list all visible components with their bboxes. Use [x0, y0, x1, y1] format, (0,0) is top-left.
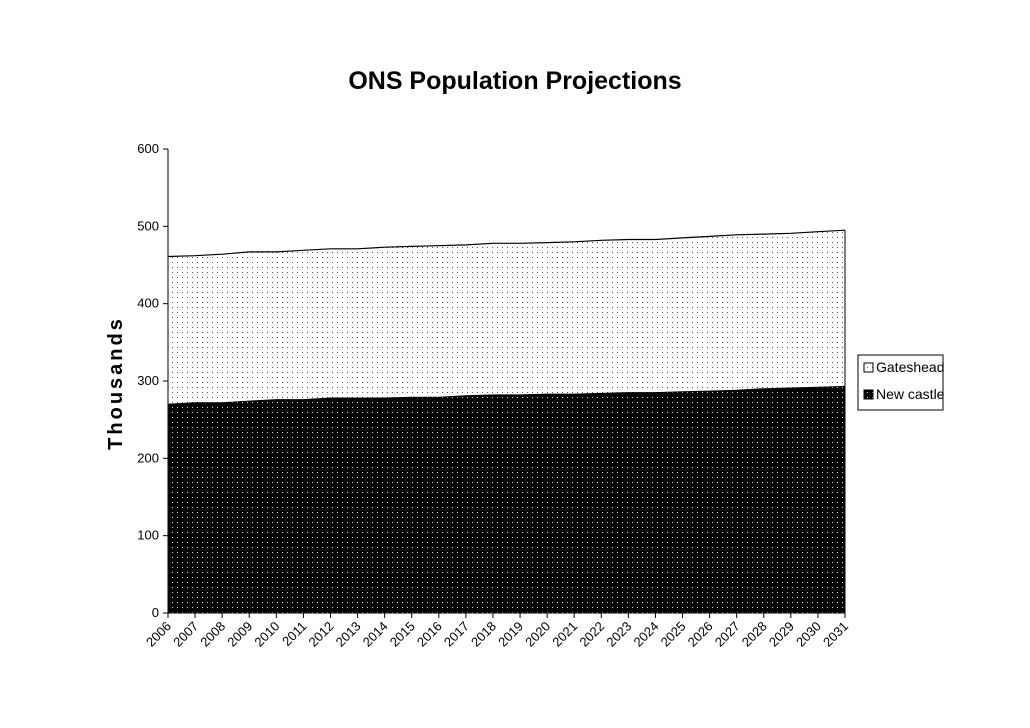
x-tick-label: 2012 — [306, 619, 337, 650]
y-tick-label: 300 — [137, 373, 159, 388]
legend-label-newcastle: New castle — [876, 386, 945, 402]
x-tick-label: 2031 — [820, 619, 851, 650]
x-tick-label: 2030 — [793, 619, 824, 650]
legend: Gateshead New castle — [857, 354, 945, 411]
x-tick-label: 2026 — [685, 619, 716, 650]
x-tick-label: 2024 — [631, 619, 662, 650]
area-newcastle — [168, 386, 845, 613]
legend-swatch-newcastle — [863, 389, 874, 400]
x-tick-label: 2025 — [658, 619, 689, 650]
x-tick-label: 2028 — [739, 619, 770, 650]
x-tick-label: 2029 — [766, 619, 797, 650]
area-gateshead — [168, 230, 845, 405]
x-tick-label: 2015 — [387, 619, 418, 650]
x-tick-label: 2017 — [441, 619, 472, 650]
y-axis-label: Thousands — [105, 316, 127, 450]
x-tick-label: 2020 — [522, 619, 553, 650]
y-tick-label: 500 — [137, 218, 159, 233]
legend-label-gateshead: Gateshead — [876, 359, 945, 375]
x-tick-label: 2018 — [468, 619, 499, 650]
x-tick-label: 2016 — [414, 619, 445, 650]
x-tick-label: 2008 — [197, 619, 228, 650]
x-tick-label: 2023 — [603, 619, 634, 650]
x-tick-label: 2010 — [251, 619, 282, 650]
x-tick-label: 2007 — [170, 619, 201, 650]
line-gateshead-top — [167, 229, 846, 258]
line-newcastle-top — [167, 385, 846, 405]
y-tick-label: 100 — [137, 528, 159, 543]
x-tick-label: 2022 — [576, 619, 607, 650]
x-tick-label: 2011 — [279, 619, 309, 649]
x-tick-label: 2021 — [549, 619, 580, 650]
area-series — [167, 229, 846, 613]
legend-swatch-gateshead — [863, 362, 874, 373]
y-tick-label: 600 — [137, 141, 159, 156]
x-tick-label: 2019 — [495, 619, 526, 650]
y-tick-label: 0 — [152, 605, 159, 620]
x-tick-label: 2014 — [360, 619, 391, 650]
y-ticks: 0 100 200 300 400 500 600 — [137, 141, 168, 620]
chart-title: ONS Population Projections — [348, 67, 681, 95]
x-ticks: 2006200720082009201020112012201320142015… — [143, 613, 851, 650]
x-tick-label: 2006 — [143, 619, 174, 650]
x-tick-label: 2013 — [333, 619, 364, 650]
y-tick-label: 400 — [137, 296, 159, 311]
x-tick-label: 2009 — [224, 619, 255, 650]
x-tick-label: 2027 — [712, 619, 743, 650]
y-tick-label: 200 — [137, 450, 159, 465]
